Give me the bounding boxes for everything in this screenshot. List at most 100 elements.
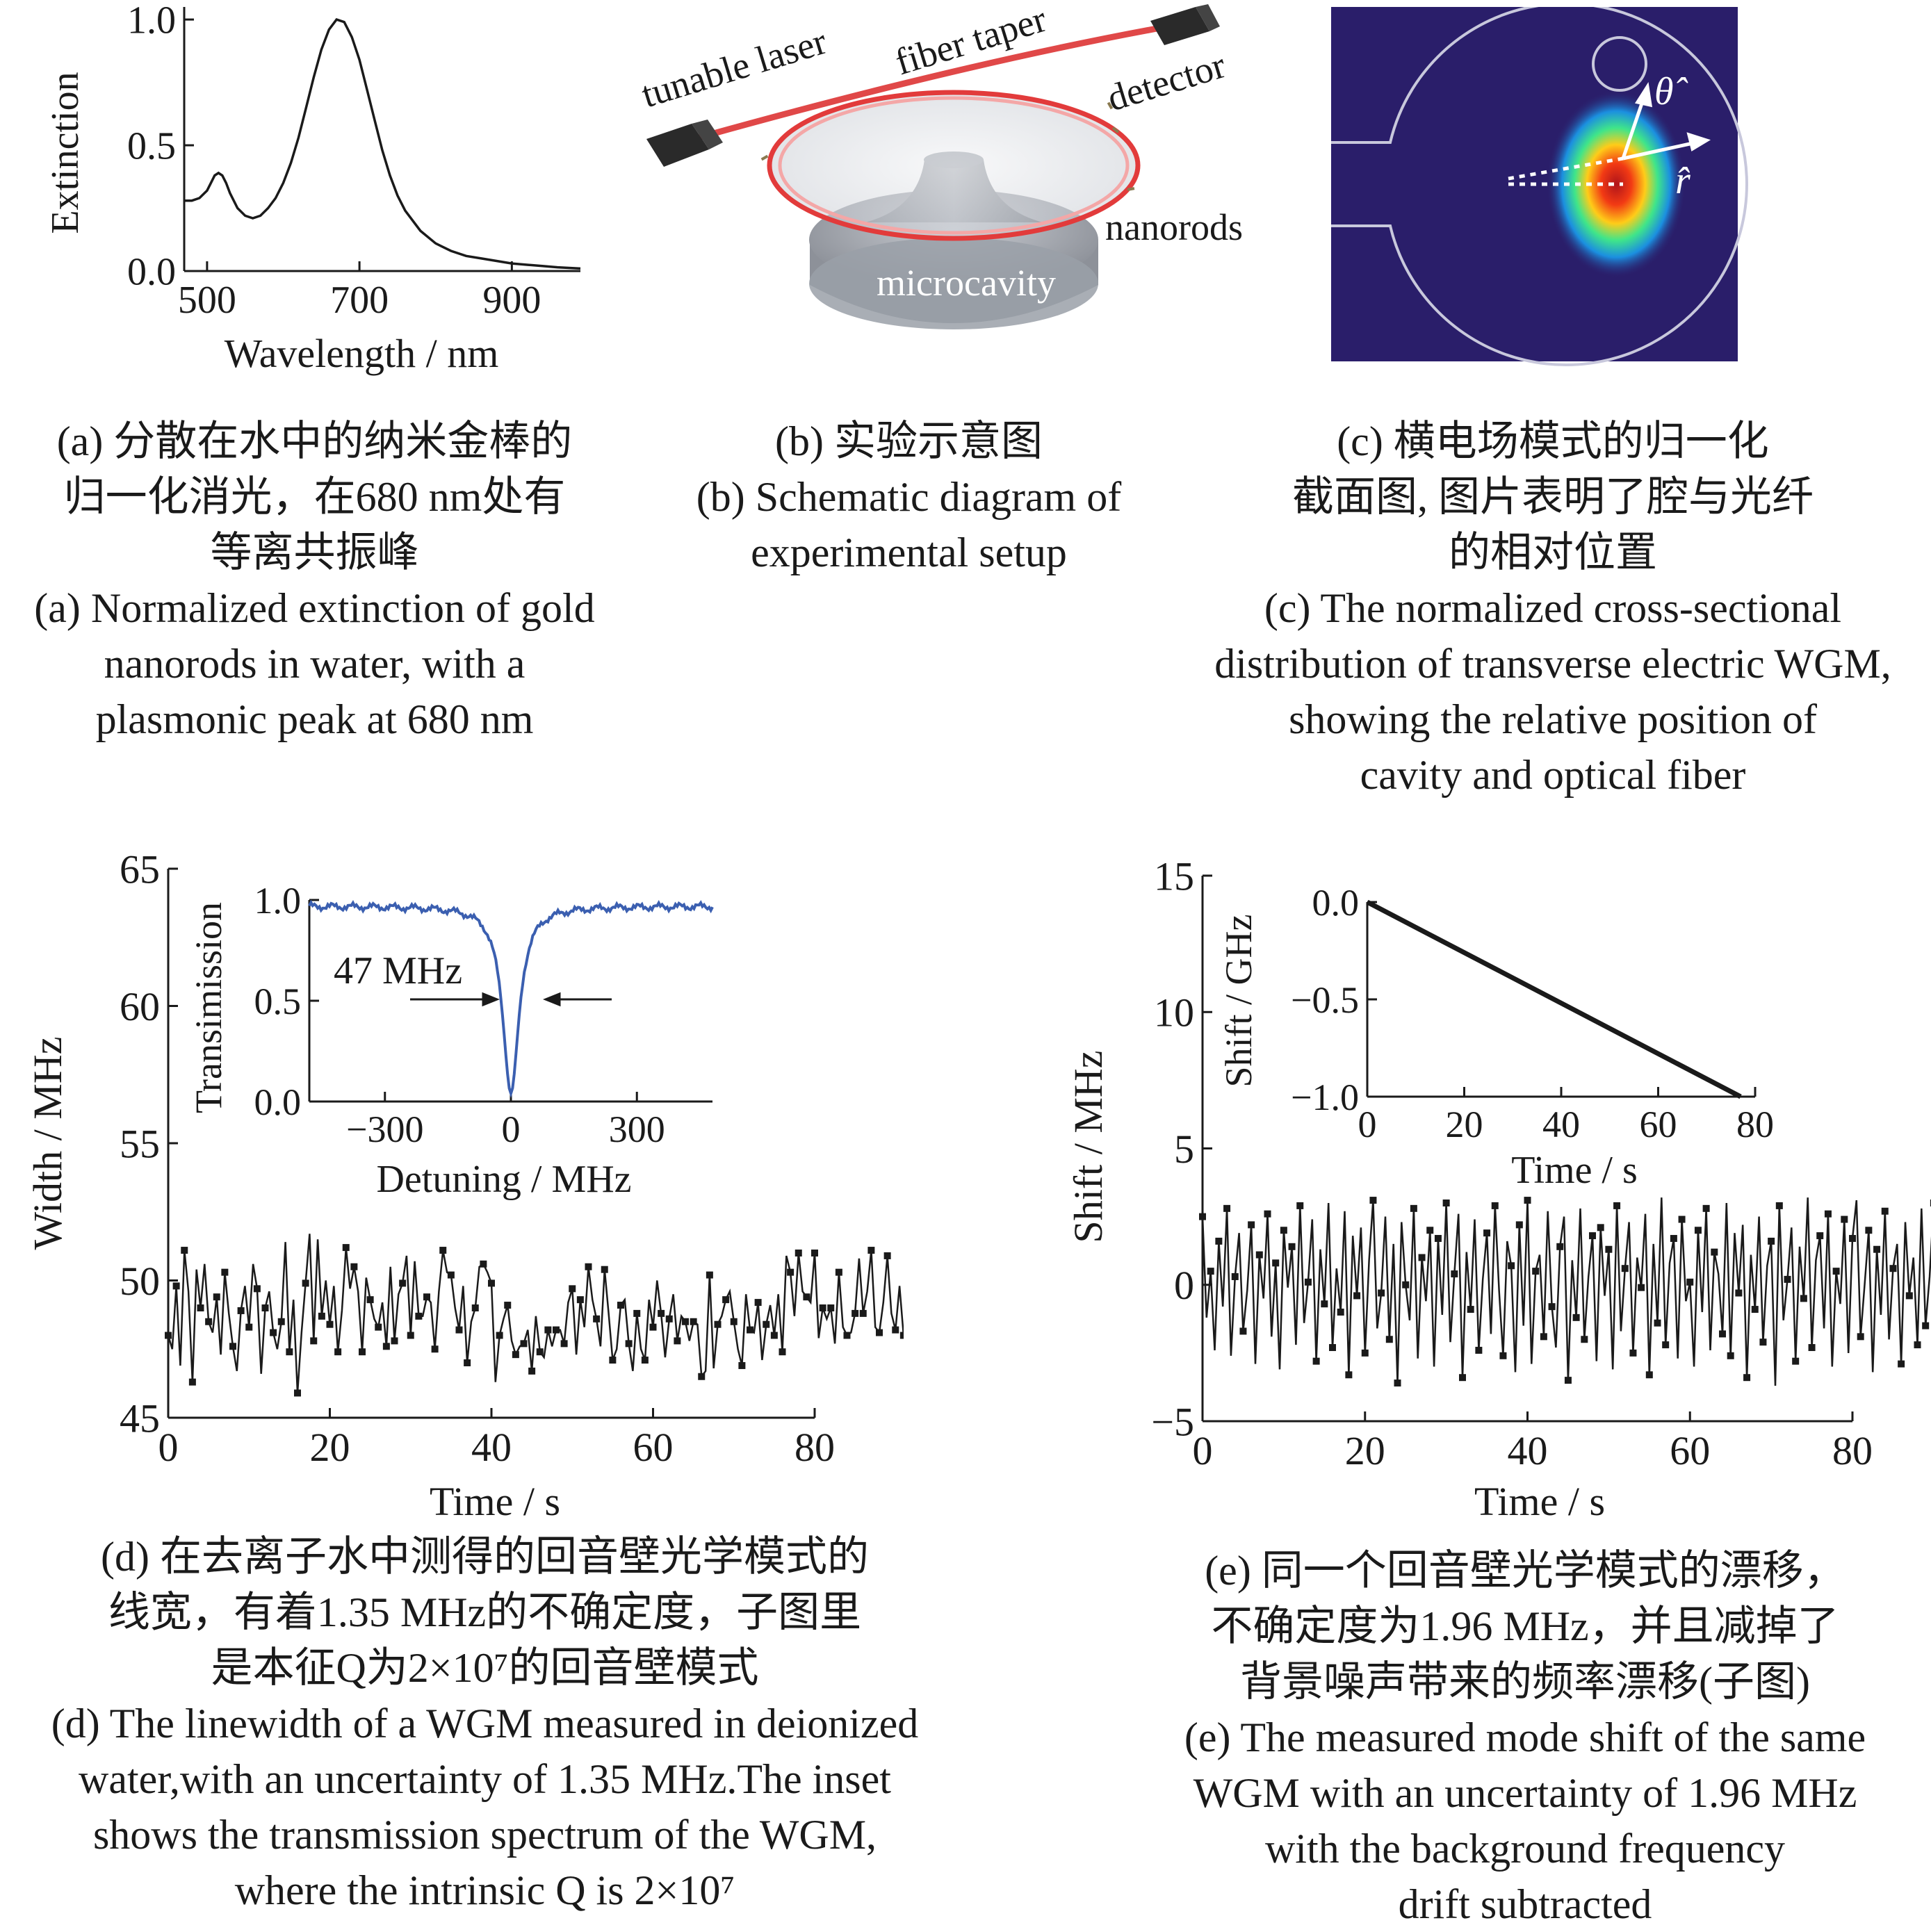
data-point [197,1304,204,1311]
data-point [188,1378,196,1386]
y-tick-label: 45 [120,1395,160,1441]
data-point [1508,1262,1515,1270]
data-point [318,1312,325,1320]
data-point [520,1340,528,1348]
panel-a-chart: 500 700 900 0.0 0.5 1.0 Extinction Wavelength… [44,0,581,376]
data-point [1255,1251,1263,1259]
panel-e-ylabel: Shift / MHz [1066,1050,1111,1243]
data-point [1727,1352,1734,1359]
x-tick-label: 40 [1508,1428,1548,1473]
data-point [1418,1254,1426,1261]
data-point [787,1268,795,1276]
data-point [1434,1235,1442,1243]
data-point [496,1332,503,1339]
data-point [1223,1204,1231,1212]
data-point [253,1285,261,1293]
data-point [1556,1243,1564,1250]
data-point [1442,1200,1450,1206]
data-point [819,1304,826,1311]
caption-en-line: nanorods in water, with a [104,641,525,687]
x-tick-label: 20 [1446,1104,1483,1145]
caption-en-line: (c) The normalized cross-sectional [1264,585,1842,631]
caption-en-line: plasmonic peak at 680 nm [95,696,534,742]
data-point [1873,1245,1881,1253]
nanorods [760,101,1135,191]
data-point [1239,1327,1247,1335]
data-point [237,1307,245,1314]
data-point [754,1299,762,1307]
data-point [1824,1210,1832,1218]
data-point [899,1332,904,1339]
panel-b-schematic: tunable laser fiber taper detector nanor… [637,0,1243,329]
data-point [1816,1232,1824,1240]
inset-drift-line [1366,899,1742,1099]
data-point [536,1348,544,1356]
data-point [480,1260,487,1268]
panel-c-field-map: θ̂ r̂ [1331,7,1748,366]
data-point [1572,1313,1580,1321]
caption-cn-line: (e) 同一个回音壁光学模式的漂移， [1205,1548,1846,1594]
data-point [1775,1202,1783,1209]
caption-cn-line: 不确定度为1.96 MHz，并且减掉了 [1211,1603,1839,1649]
x-tick-label: 900 [482,279,541,322]
panel-a-extinction-line [184,18,581,270]
data-point [1841,1215,1848,1223]
x-tick-label: 0 [1358,1104,1377,1145]
data-point [1702,1204,1710,1212]
panel-d-caption: (d) 在去离子水中测得的回音壁光学模式的 线宽，有着1.35 MHz的不确定度… [0,1529,970,1918]
x-tick-label: 20 [1345,1428,1385,1473]
data-point [277,1318,285,1325]
caption-en-line: shows the transmission spectrum of the W… [92,1812,877,1858]
data-point [504,1302,512,1309]
data-point [706,1271,713,1279]
data-point [1922,1322,1930,1329]
data-point [633,1309,641,1317]
data-point [1654,1319,1661,1327]
panel-a-axes [183,7,580,272]
y-tick-label: 50 [120,1259,160,1304]
y-tick-label: 65 [120,846,160,892]
data-point [302,1279,309,1287]
data-point [698,1373,706,1380]
data-point [601,1266,608,1273]
data-point [415,1312,423,1320]
x-tick-label: −300 [346,1108,423,1150]
data-point [1751,1306,1759,1313]
data-point [770,1332,778,1339]
data-point [464,1359,471,1366]
data-point [1264,1210,1271,1218]
data-point [1849,1235,1856,1243]
data-point [1613,1202,1621,1209]
caption-cn-line: 是本征Q为2×10⁷的回音壁模式 [211,1645,759,1691]
data-point [286,1348,293,1356]
caption-en-line: showing the relative position of [1289,696,1817,742]
data-point [1215,1237,1223,1245]
y-tick-label: 10 [1154,990,1194,1035]
data-point [1515,1221,1523,1229]
data-point [658,1309,665,1317]
radial-lines [1508,156,1624,186]
x-tick-label: 40 [1542,1104,1580,1145]
data-point [1548,1303,1556,1311]
data-point [1410,1204,1417,1212]
data-point [682,1318,689,1325]
data-point [852,1309,859,1317]
data-point [1337,1309,1344,1316]
data-point [1597,1224,1604,1231]
data-point [1930,1200,1931,1206]
data-point [342,1244,350,1252]
x-tick-label: 700 [330,279,389,322]
data-point [1865,1227,1873,1234]
inset-ticks: −300 0 300 0.0 0.5 1.0 [254,880,665,1150]
fiber-taper [678,24,1164,146]
data-point [641,1357,649,1364]
caption-en-line: cavity and optical fiber [1360,752,1746,798]
panel-a-ylabel: Extinction [44,72,87,234]
caption-en-line: drift subtracted [1398,1881,1652,1927]
data-point [382,1343,390,1350]
detector-label: detector [1102,44,1230,119]
panel-d-axes [167,869,815,1419]
x-tick-label: 80 [795,1425,835,1470]
